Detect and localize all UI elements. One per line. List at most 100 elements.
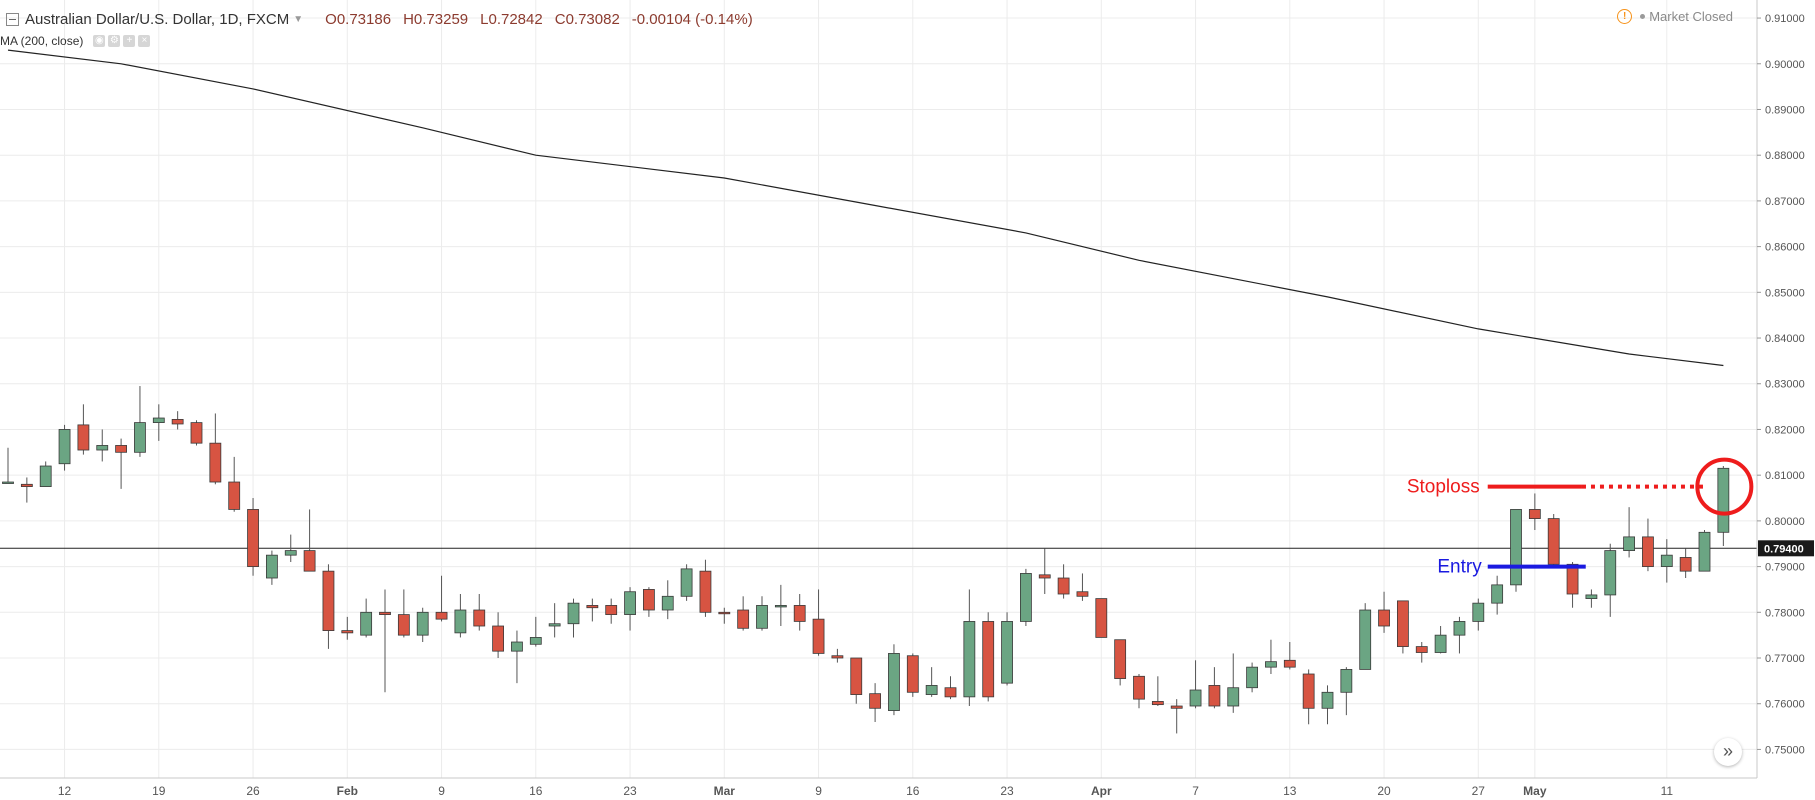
time-tick-label: 19 bbox=[152, 784, 166, 798]
scroll-to-realtime-button[interactable]: » bbox=[1714, 738, 1742, 766]
candle-body-bearish bbox=[190, 422, 203, 444]
candle bbox=[1170, 699, 1183, 734]
candle bbox=[473, 594, 486, 631]
chevron-down-icon[interactable]: ▼ bbox=[293, 13, 304, 25]
candle-body-bearish bbox=[20, 483, 33, 487]
candle bbox=[1660, 539, 1673, 583]
indicator-label[interactable]: MA (200, close) bbox=[0, 34, 84, 48]
price-tick-label: 0.75000 bbox=[1765, 744, 1805, 756]
ohlc-high: H0.73259 bbox=[403, 10, 469, 28]
candle-body-bullish bbox=[511, 641, 523, 652]
candle-body-bearish bbox=[699, 570, 712, 613]
plus-icon[interactable]: + bbox=[123, 35, 136, 47]
candle bbox=[247, 498, 259, 576]
candle-body-bearish bbox=[944, 687, 957, 698]
candle-body-bullish bbox=[134, 422, 146, 453]
candle bbox=[680, 564, 693, 601]
candle bbox=[737, 596, 750, 631]
market-status-label: Market Closed bbox=[1649, 9, 1733, 24]
time-tick-label: 23 bbox=[623, 784, 637, 798]
price-tick-label: 0.83000 bbox=[1765, 379, 1805, 391]
time-tick-label: Mar bbox=[714, 784, 736, 798]
candle bbox=[1020, 568, 1032, 627]
moving-average-layer bbox=[7, 49, 1724, 367]
warning-icon[interactable]: ! bbox=[1617, 9, 1633, 24]
candle-body-bullish bbox=[567, 602, 580, 625]
candle bbox=[1265, 639, 1277, 675]
candle bbox=[152, 404, 165, 441]
candle-body-bearish bbox=[247, 509, 259, 567]
price-tick-label: 0.78000 bbox=[1765, 607, 1805, 619]
candle-body-bearish bbox=[586, 605, 599, 609]
candle bbox=[1095, 598, 1108, 638]
eye-icon[interactable]: ◉ bbox=[93, 35, 106, 47]
candle bbox=[756, 596, 768, 631]
candle bbox=[812, 589, 825, 656]
price-tick-label: 0.77000 bbox=[1765, 653, 1805, 665]
price-tick-label: 0.91000 bbox=[1765, 13, 1805, 25]
candle bbox=[1717, 466, 1730, 547]
candle-body-bearish bbox=[1378, 609, 1390, 627]
candle-body-bullish bbox=[1660, 554, 1673, 567]
candle bbox=[1246, 662, 1258, 693]
candle-body-bullish bbox=[925, 685, 938, 695]
candle-body-bearish bbox=[1679, 557, 1692, 572]
candle-body-bearish bbox=[473, 609, 486, 627]
candle-body-bullish bbox=[58, 429, 71, 465]
time-tick-label: 16 bbox=[906, 784, 920, 798]
candle bbox=[1623, 507, 1635, 558]
price-tick-label: 0.88000 bbox=[1765, 150, 1805, 162]
candle-body-bearish bbox=[793, 605, 806, 622]
candle-body-bearish bbox=[1302, 673, 1315, 709]
candle bbox=[699, 559, 712, 617]
collapse-legend-icon[interactable] bbox=[6, 12, 19, 26]
candle bbox=[39, 461, 52, 487]
status-dot-icon bbox=[1640, 14, 1646, 19]
candle-body-bullish bbox=[1434, 634, 1447, 653]
entry-label: Entry bbox=[1437, 557, 1482, 578]
time-tick-label: 26 bbox=[246, 784, 260, 798]
highlight-circle bbox=[1695, 457, 1754, 516]
candle bbox=[1453, 616, 1466, 654]
candle-body-bullish bbox=[360, 611, 373, 636]
candle-body-bearish bbox=[209, 442, 222, 483]
last-price-label: 0.79400 bbox=[1764, 543, 1804, 555]
gear-icon[interactable]: ⚙ bbox=[108, 35, 121, 47]
candle bbox=[925, 667, 938, 697]
candle bbox=[1302, 669, 1315, 725]
candle bbox=[1604, 543, 1617, 617]
candle bbox=[850, 657, 863, 704]
candle bbox=[1510, 509, 1522, 592]
candle-body-bearish bbox=[322, 570, 335, 631]
candle-body-bullish bbox=[1585, 594, 1598, 599]
candle-body-bearish bbox=[228, 481, 241, 510]
candle bbox=[1415, 642, 1428, 663]
candle-body-bullish bbox=[1265, 661, 1277, 668]
candle bbox=[963, 589, 976, 707]
symbol-title[interactable]: Australian Dollar/U.S. Dollar, 1D, FXCM bbox=[25, 10, 290, 28]
candle-body-bearish bbox=[1566, 563, 1579, 595]
candle bbox=[1528, 493, 1541, 531]
time-tick-label: 23 bbox=[1000, 784, 1014, 798]
candle-body-bearish bbox=[1057, 577, 1070, 595]
candle-body-bullish bbox=[888, 653, 900, 711]
candle-body-bullish bbox=[1189, 689, 1202, 707]
indicator-tools: ◉ ⚙ + × bbox=[93, 35, 151, 47]
candle-body-bullish bbox=[454, 609, 467, 634]
time-tick-label: May bbox=[1523, 784, 1547, 798]
candle bbox=[567, 598, 580, 638]
candle bbox=[134, 386, 146, 457]
time-tick-label: 9 bbox=[438, 784, 445, 798]
price-tick-label: 0.81000 bbox=[1765, 470, 1805, 482]
close-icon[interactable]: × bbox=[138, 35, 151, 47]
candle bbox=[661, 580, 674, 620]
candle bbox=[2, 447, 14, 484]
candle bbox=[888, 644, 900, 716]
ohlc-close: C0.73082 bbox=[554, 10, 620, 28]
candle bbox=[379, 589, 391, 693]
candle-body-bearish bbox=[1397, 600, 1409, 647]
candle-body-bearish bbox=[1283, 659, 1296, 668]
candle bbox=[1679, 548, 1692, 579]
candle bbox=[228, 456, 241, 512]
